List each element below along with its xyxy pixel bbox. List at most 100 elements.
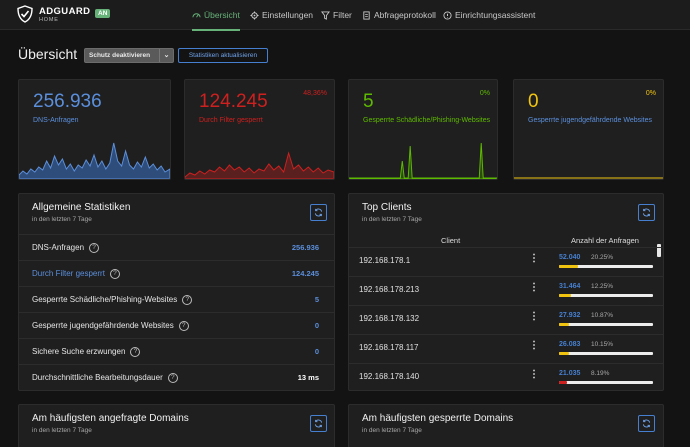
client-progress-fill xyxy=(559,294,571,297)
refresh-general-stats-button[interactable] xyxy=(310,204,327,221)
client-ip[interactable]: 192.168.178.117 xyxy=(359,343,419,352)
more-options-icon[interactable]: ⋮ xyxy=(529,253,539,264)
stat-percentage: 0% xyxy=(479,90,490,97)
client-progress-fill xyxy=(559,381,567,384)
client-progress-bar xyxy=(559,294,653,297)
statistics-row-label: Durchschnittliche Bearbeitungsdauer? xyxy=(32,372,178,383)
card-subtitle: in den letzten 7 Tage xyxy=(32,216,92,223)
refresh-icon xyxy=(642,208,651,217)
nav-settings[interactable]: Einstellungen xyxy=(250,0,313,30)
nav-filters[interactable]: Filter xyxy=(321,0,352,30)
help-icon[interactable]: ? xyxy=(167,372,178,383)
blocked-sparkline xyxy=(185,151,334,179)
client-request-count: 52.040 xyxy=(559,254,581,261)
more-options-icon[interactable]: ⋮ xyxy=(529,282,539,293)
nav-filters-label: Filter xyxy=(333,10,352,20)
brand-subtitle: HOME xyxy=(39,17,59,23)
more-options-icon[interactable]: ⋮ xyxy=(529,340,539,351)
client-row[interactable]: 192.168.178.1 ⋮ 52.040 20.25% xyxy=(349,247,663,276)
refresh-icon xyxy=(314,208,323,217)
client-ip[interactable]: 192.168.178.213 xyxy=(359,285,420,294)
statistics-label-text: Durch Filter gesperrt xyxy=(32,269,105,278)
more-options-icon[interactable]: ⋮ xyxy=(529,369,539,380)
statistics-label-text: Gesperrte Schädliche/Phishing-Websites xyxy=(32,295,178,304)
column-header-request-count[interactable]: Anzahl der Anfragen xyxy=(571,236,639,245)
client-request-percentage: 12.25% xyxy=(591,283,614,290)
statistics-row: Durch Filter gesperrt? 124.245 xyxy=(19,260,334,286)
nav-setup-guide-label: Einrichtungsassistent xyxy=(455,10,536,20)
page-title: Übersicht xyxy=(18,46,78,62)
refresh-blocked-domains-button[interactable] xyxy=(638,415,655,432)
brand-name: ADGUARD xyxy=(39,6,91,17)
client-progress-bar xyxy=(559,265,653,268)
top-navbar: ADGUARD HOME AN Übersicht Einstellungen … xyxy=(0,0,690,31)
refresh-icon xyxy=(642,419,651,428)
adult-content-sparkline xyxy=(514,177,663,179)
column-header-client[interactable]: Client xyxy=(441,236,461,245)
client-progress-bar xyxy=(559,352,653,355)
card-title: Am häufigsten angefragte Domains xyxy=(32,413,189,424)
malware-sparkline xyxy=(349,142,497,179)
adguard-shield-logo-icon[interactable] xyxy=(17,5,33,23)
statistics-row-label: DNS-Anfragen? xyxy=(32,242,100,253)
client-row[interactable]: 192.168.178.117 ⋮ 26.083 10.15% xyxy=(349,334,663,363)
stat-label: Gesperrte jugendgefährdende Websites xyxy=(528,117,653,124)
help-icon[interactable]: ? xyxy=(89,242,100,253)
nav-query-log-label: Abfrageprotokoll xyxy=(374,10,436,20)
refresh-icon xyxy=(314,419,323,428)
gear-icon xyxy=(250,10,259,20)
disable-protection-button[interactable]: Schutz deaktivieren ⌄ xyxy=(84,48,174,63)
stat-card-adult-content: 0 Gesperrte jugendgefährdende Websites 0… xyxy=(513,79,664,180)
statistics-row: DNS-Anfragen? 256.936 xyxy=(19,234,334,260)
card-title: Am häufigsten gesperrte Domains xyxy=(362,413,514,424)
stat-label: DNS-Anfragen xyxy=(33,117,79,124)
client-progress-bar xyxy=(559,381,653,384)
statistics-row-label: Sichere Suche erzwungen? xyxy=(32,346,141,357)
refresh-statistics-button[interactable]: Statistiken aktualisieren xyxy=(178,48,268,63)
chevron-down-icon[interactable]: ⌄ xyxy=(159,49,173,62)
statistics-row-label: Gesperrte Schädliche/Phishing-Websites? xyxy=(32,294,193,305)
scrollbar[interactable] xyxy=(657,244,661,257)
stat-card-malware-phishing: 5 Gesperrte Schädliche/Phishing-Websites… xyxy=(348,79,498,180)
client-progress-fill xyxy=(559,265,579,268)
card-subtitle: in den letzten 7 Tage xyxy=(362,216,422,223)
stat-value: 124.245 xyxy=(199,91,268,112)
statistics-row: Gesperrte Schädliche/Phishing-Websites? 5 xyxy=(19,286,334,312)
refresh-top-domains-button[interactable] xyxy=(310,415,327,432)
statistics-value: 5 xyxy=(314,295,319,304)
client-ip[interactable]: 192.168.178.1 xyxy=(359,256,411,265)
nav-query-log[interactable]: Abfrageprotokoll xyxy=(362,0,436,30)
more-options-icon[interactable]: ⋮ xyxy=(529,311,539,322)
help-icon[interactable]: ? xyxy=(130,346,141,357)
client-row[interactable]: 192.168.178.140 ⋮ 21.035 8.19% xyxy=(349,363,663,390)
top-blocked-domains-card: Am häufigsten gesperrte Domains in den l… xyxy=(348,404,664,447)
nav-setup-guide[interactable]: Einrichtungsassistent xyxy=(443,0,535,30)
nav-dashboard-label: Übersicht xyxy=(204,10,240,20)
statistics-value: 256.936 xyxy=(291,243,319,252)
stat-label: Durch Filter gesperrt xyxy=(199,117,263,124)
refresh-top-clients-button[interactable] xyxy=(638,204,655,221)
nav-dashboard[interactable]: Übersicht xyxy=(192,0,240,31)
stat-label: Gesperrte Schädliche/Phishing-Websites xyxy=(363,117,491,124)
language-badge[interactable]: AN xyxy=(95,9,111,18)
help-icon[interactable]: ? xyxy=(109,268,120,279)
client-row[interactable]: 192.168.178.213 ⋮ 31.464 12.25% xyxy=(349,276,663,305)
stat-percentage: 48,36% xyxy=(303,90,327,97)
client-request-count: 21.035 xyxy=(559,370,581,377)
setup-icon xyxy=(443,10,452,20)
client-request-percentage: 10.15% xyxy=(591,341,614,348)
filter-icon xyxy=(321,10,330,20)
client-request-percentage: 20.25% xyxy=(591,254,614,261)
client-progress-bar xyxy=(559,323,653,326)
top-queried-domains-card: Am häufigsten angefragte Domains in den … xyxy=(18,404,335,447)
client-ip[interactable]: 192.168.178.140 xyxy=(359,372,420,381)
client-row[interactable]: 192.168.178.132 ⋮ 27.932 10.87% xyxy=(349,305,663,334)
top-clients-card: Top Clients in den letzten 7 Tage Client… xyxy=(348,193,664,391)
statistics-row: Gesperrte jugendgefährdende Websites? 0 xyxy=(19,312,334,338)
card-subtitle: in den letzten 7 Tage xyxy=(32,427,92,434)
client-ip[interactable]: 192.168.178.132 xyxy=(359,314,420,323)
help-icon[interactable]: ? xyxy=(182,294,193,305)
help-icon[interactable]: ? xyxy=(178,320,189,331)
statistics-row-label: Durch Filter gesperrt? xyxy=(32,268,120,279)
statistics-label-text: Durchschnittliche Bearbeitungsdauer xyxy=(32,373,163,382)
